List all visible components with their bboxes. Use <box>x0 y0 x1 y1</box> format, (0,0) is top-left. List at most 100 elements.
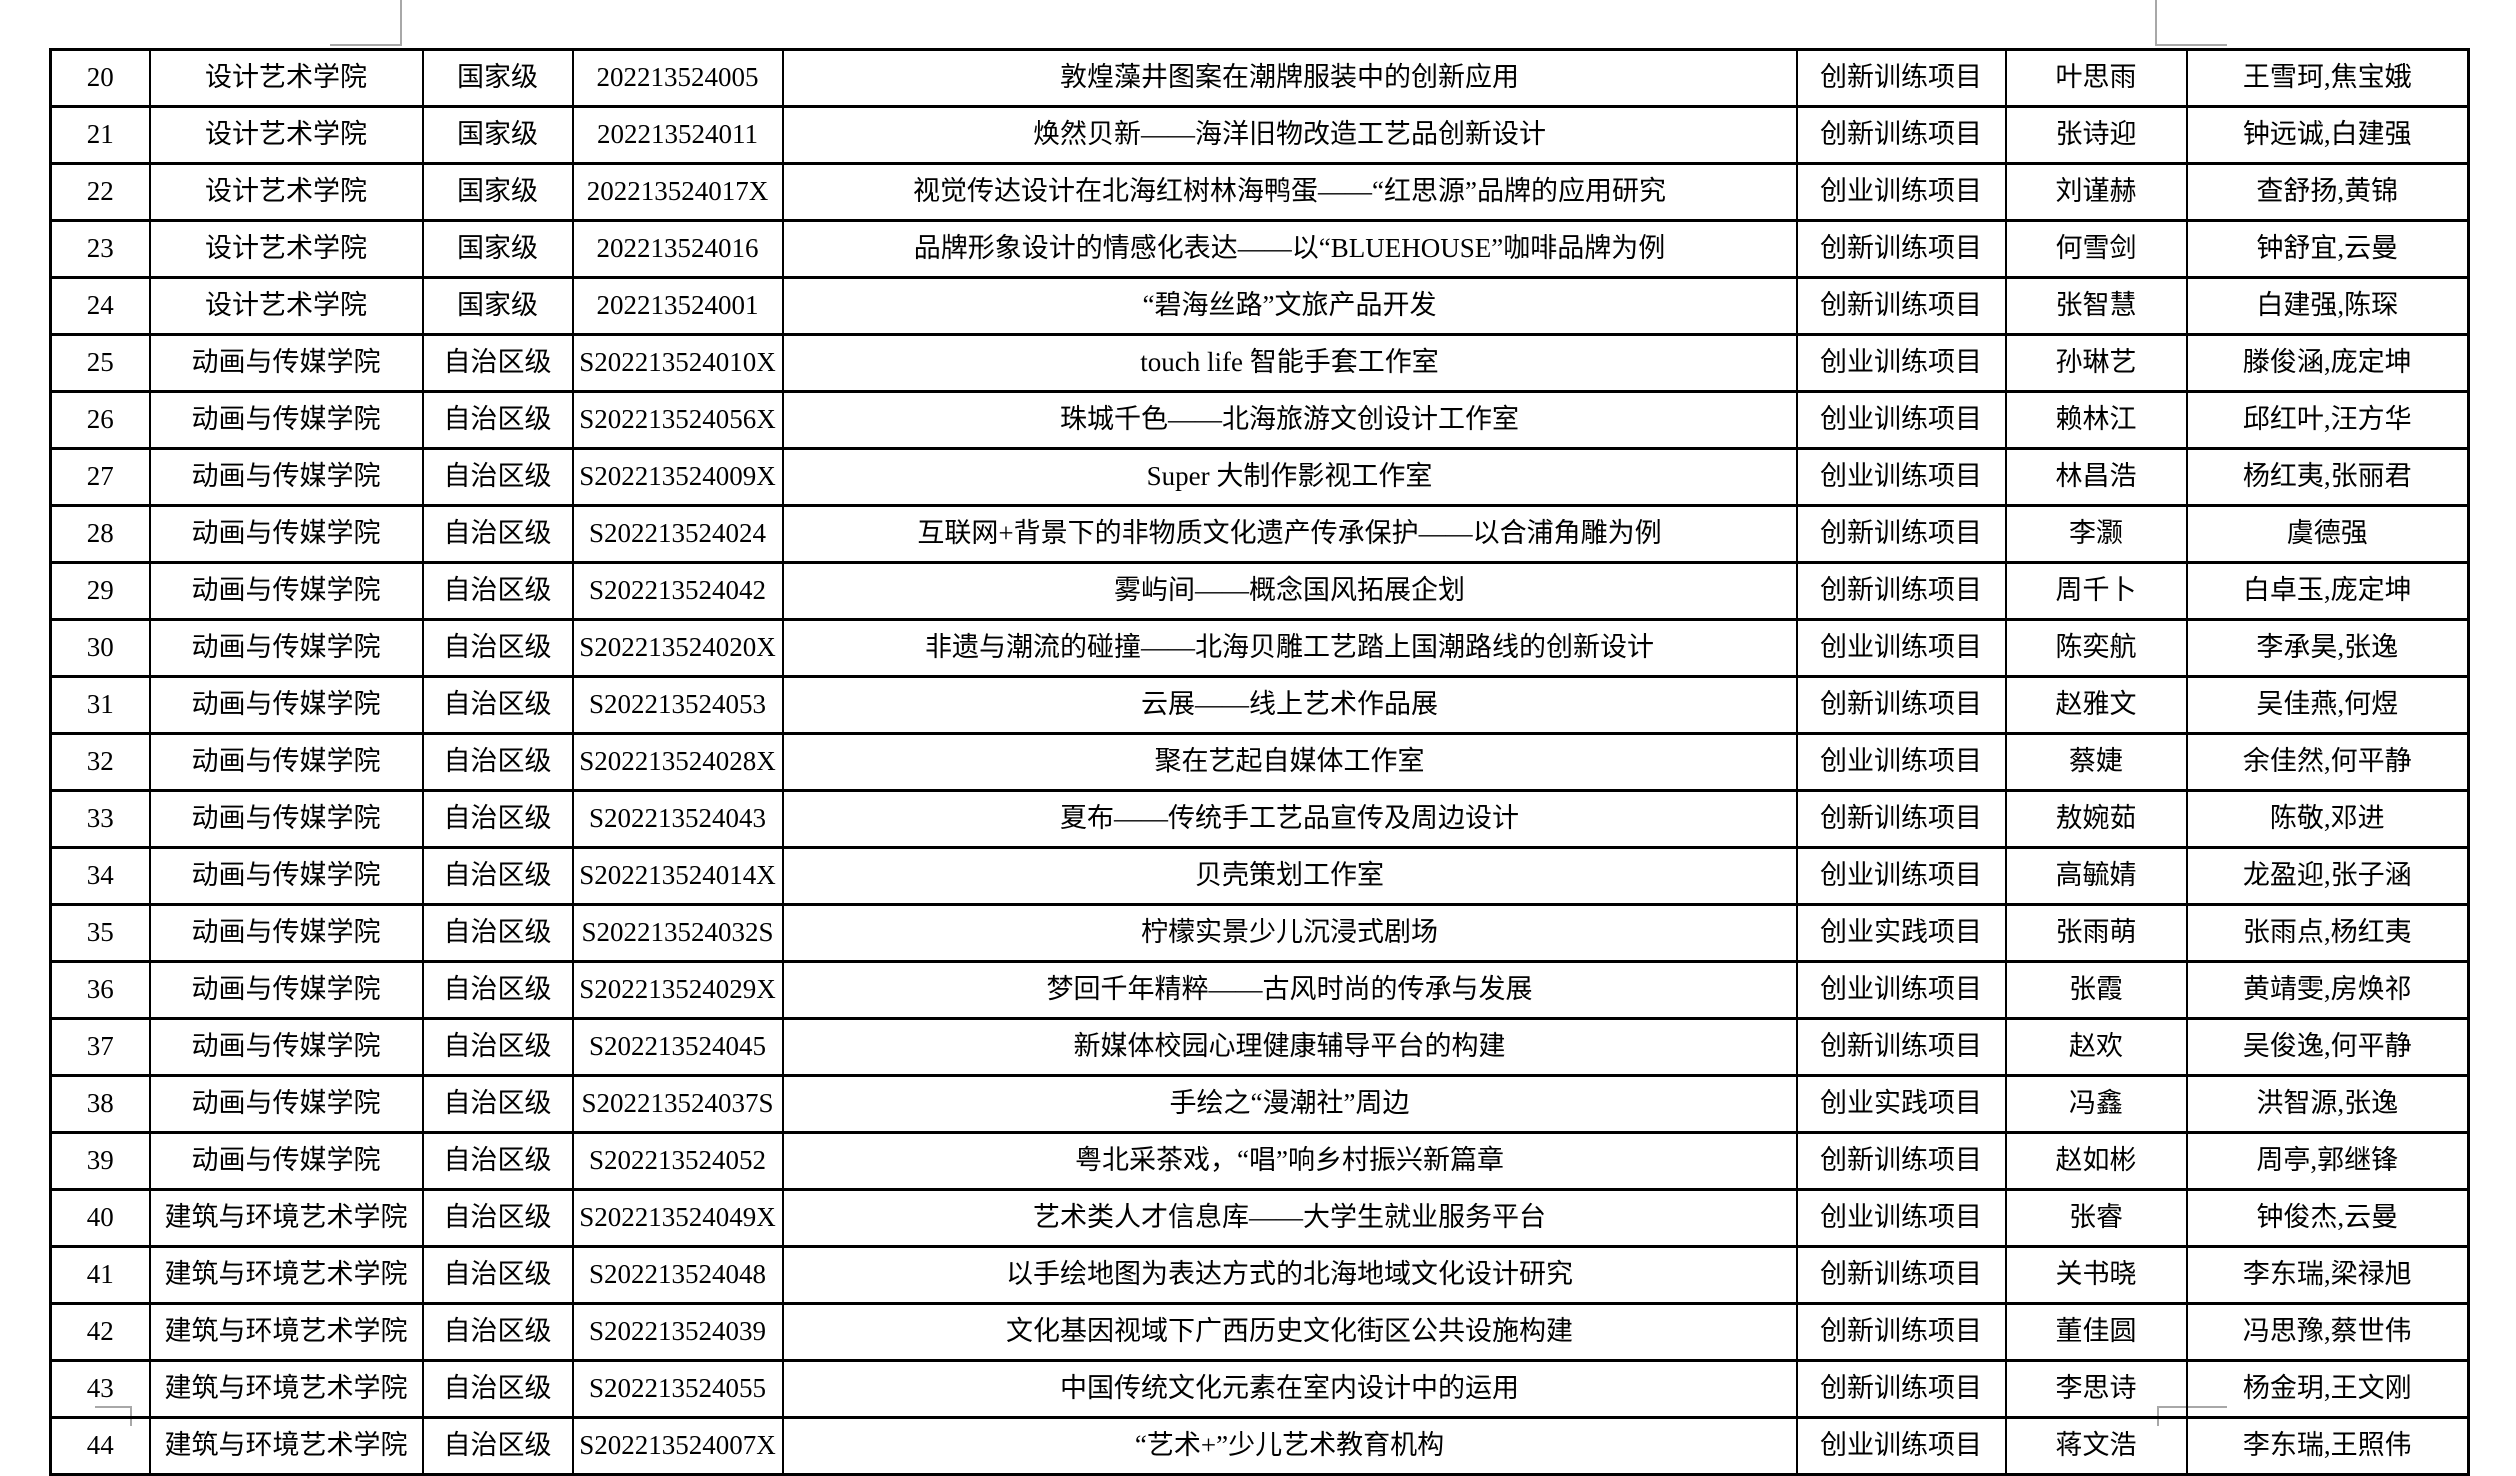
cell-no[interactable]: 31 <box>49 675 151 735</box>
cell-leader[interactable]: 关书晓 <box>2004 1245 2188 1305</box>
cell-college[interactable]: 建筑与环境艺术学院 <box>148 1188 424 1248</box>
cell-leader[interactable]: 赵如彬 <box>2004 1131 2188 1191</box>
cell-college[interactable]: 动画与传媒学院 <box>148 846 424 906</box>
cell-type[interactable]: 创业实践项目 <box>1795 1074 2007 1134</box>
cell-type[interactable]: 创新训练项目 <box>1795 105 2007 165</box>
cell-code[interactable]: S202213524024 <box>571 504 784 564</box>
cell-code[interactable]: S202213524053 <box>571 675 784 735</box>
cell-code[interactable]: 202213524011 <box>571 105 784 165</box>
cell-no[interactable]: 41 <box>49 1245 151 1305</box>
cell-code[interactable]: 202213524017X <box>571 162 784 222</box>
cell-level[interactable]: 自治区级 <box>421 675 574 735</box>
cell-leader[interactable]: 张霞 <box>2004 960 2188 1020</box>
cell-no[interactable]: 23 <box>49 219 151 279</box>
cell-college[interactable]: 动画与传媒学院 <box>148 732 424 792</box>
cell-title[interactable]: touch life 智能手套工作室 <box>781 333 1798 393</box>
cell-title[interactable]: 手绘之“漫潮社”周边 <box>781 1074 1798 1134</box>
cell-code[interactable]: S202213524029X <box>571 960 784 1020</box>
cell-college[interactable]: 建筑与环境艺术学院 <box>148 1302 424 1362</box>
cell-code[interactable]: S202213524056X <box>571 390 784 450</box>
cell-code[interactable]: S202213524007X <box>571 1416 784 1476</box>
cell-type[interactable]: 创业训练项目 <box>1795 846 2007 906</box>
cell-title[interactable]: 视觉传达设计在北海红树林海鸭蛋——“红思源”品牌的应用研究 <box>781 162 1798 222</box>
cell-level[interactable]: 自治区级 <box>421 1416 574 1476</box>
cell-members[interactable]: 钟舒宜,云曼 <box>2185 219 2470 279</box>
cell-type[interactable]: 创新训练项目 <box>1795 48 2007 108</box>
cell-members[interactable]: 龙盈迎,张子涵 <box>2185 846 2470 906</box>
cell-college[interactable]: 动画与传媒学院 <box>148 618 424 678</box>
cell-level[interactable]: 自治区级 <box>421 1131 574 1191</box>
cell-college[interactable]: 动画与传媒学院 <box>148 903 424 963</box>
cell-no[interactable]: 44 <box>49 1416 151 1476</box>
cell-no[interactable]: 21 <box>49 105 151 165</box>
cell-title[interactable]: 焕然贝新——海洋旧物改造工艺品创新设计 <box>781 105 1798 165</box>
cell-college[interactable]: 设计艺术学院 <box>148 276 424 336</box>
cell-no[interactable]: 24 <box>49 276 151 336</box>
cell-title[interactable]: 夏布——传统手工艺品宣传及周边设计 <box>781 789 1798 849</box>
cell-level[interactable]: 国家级 <box>421 48 574 108</box>
cell-type[interactable]: 创业实践项目 <box>1795 903 2007 963</box>
cell-title[interactable]: 非遗与潮流的碰撞——北海贝雕工艺踏上国潮路线的创新设计 <box>781 618 1798 678</box>
cell-title[interactable]: 贝壳策划工作室 <box>781 846 1798 906</box>
cell-leader[interactable]: 何雪剑 <box>2004 219 2188 279</box>
cell-members[interactable]: 查舒扬,黄锦 <box>2185 162 2470 222</box>
cell-leader[interactable]: 蒋文浩 <box>2004 1416 2188 1476</box>
cell-college[interactable]: 设计艺术学院 <box>148 105 424 165</box>
cell-title[interactable]: 互联网+背景下的非物质文化遗产传承保护——以合浦角雕为例 <box>781 504 1798 564</box>
cell-members[interactable]: 李承昊,张逸 <box>2185 618 2470 678</box>
cell-code[interactable]: S202213524055 <box>571 1359 784 1419</box>
cell-level[interactable]: 自治区级 <box>421 903 574 963</box>
cell-no[interactable]: 33 <box>49 789 151 849</box>
cell-members[interactable]: 钟远诚,白建强 <box>2185 105 2470 165</box>
cell-college[interactable]: 动画与传媒学院 <box>148 390 424 450</box>
cell-members[interactable]: 虞德强 <box>2185 504 2470 564</box>
cell-leader[interactable]: 林昌浩 <box>2004 447 2188 507</box>
cell-type[interactable]: 创新训练项目 <box>1795 276 2007 336</box>
cell-type[interactable]: 创业训练项目 <box>1795 390 2007 450</box>
cell-level[interactable]: 自治区级 <box>421 1245 574 1305</box>
cell-leader[interactable]: 敖婉茹 <box>2004 789 2188 849</box>
cell-level[interactable]: 国家级 <box>421 219 574 279</box>
cell-title[interactable]: 雾屿间——概念国风拓展企划 <box>781 561 1798 621</box>
cell-type[interactable]: 创业训练项目 <box>1795 960 2007 1020</box>
cell-level[interactable]: 自治区级 <box>421 1074 574 1134</box>
cell-title[interactable]: 新媒体校园心理健康辅导平台的构建 <box>781 1017 1798 1077</box>
cell-title[interactable]: 珠城千色——北海旅游文创设计工作室 <box>781 390 1798 450</box>
cell-level[interactable]: 自治区级 <box>421 504 574 564</box>
cell-no[interactable]: 43 <box>49 1359 151 1419</box>
cell-members[interactable]: 张雨点,杨红夷 <box>2185 903 2470 963</box>
cell-no[interactable]: 38 <box>49 1074 151 1134</box>
cell-level[interactable]: 自治区级 <box>421 789 574 849</box>
cell-title[interactable]: 以手绘地图为表达方式的北海地域文化设计研究 <box>781 1245 1798 1305</box>
cell-college[interactable]: 动画与传媒学院 <box>148 504 424 564</box>
cell-type[interactable]: 创新训练项目 <box>1795 675 2007 735</box>
cell-type[interactable]: 创新训练项目 <box>1795 504 2007 564</box>
cell-type[interactable]: 创业训练项目 <box>1795 732 2007 792</box>
cell-college[interactable]: 动画与传媒学院 <box>148 561 424 621</box>
projects-table[interactable]: 20 设计艺术学院 国家级 202213524005 敦煌藻井图案在潮牌服装中的创新应用… <box>49 48 2470 1476</box>
cell-code[interactable]: S202213524052 <box>571 1131 784 1191</box>
cell-level[interactable]: 国家级 <box>421 162 574 222</box>
cell-leader[interactable]: 赖林江 <box>2004 390 2188 450</box>
cell-level[interactable]: 自治区级 <box>421 447 574 507</box>
cell-code[interactable]: S202213524048 <box>571 1245 784 1305</box>
cell-members[interactable]: 吴佳燕,何煜 <box>2185 675 2470 735</box>
cell-college[interactable]: 动画与传媒学院 <box>148 1074 424 1134</box>
cell-no[interactable]: 32 <box>49 732 151 792</box>
cell-code[interactable]: S202213524049X <box>571 1188 784 1248</box>
cell-leader[interactable]: 赵雅文 <box>2004 675 2188 735</box>
cell-title[interactable]: 品牌形象设计的情感化表达——以“BLUEHOUSE”咖啡品牌为例 <box>781 219 1798 279</box>
cell-members[interactable]: 李东瑞,王照伟 <box>2185 1416 2470 1476</box>
cell-code[interactable]: S202213524037S <box>571 1074 784 1134</box>
cell-no[interactable]: 30 <box>49 618 151 678</box>
cell-no[interactable]: 34 <box>49 846 151 906</box>
cell-title[interactable]: 柠檬实景少儿沉浸式剧场 <box>781 903 1798 963</box>
cell-title[interactable]: 梦回千年精粹——古风时尚的传承与发展 <box>781 960 1798 1020</box>
cell-no[interactable]: 26 <box>49 390 151 450</box>
cell-title[interactable]: 艺术类人才信息库——大学生就业服务平台 <box>781 1188 1798 1248</box>
cell-no[interactable]: 25 <box>49 333 151 393</box>
cell-code[interactable]: S202213524042 <box>571 561 784 621</box>
cell-no[interactable]: 42 <box>49 1302 151 1362</box>
cell-level[interactable]: 自治区级 <box>421 960 574 1020</box>
cell-members[interactable]: 杨金玥,王文刚 <box>2185 1359 2470 1419</box>
